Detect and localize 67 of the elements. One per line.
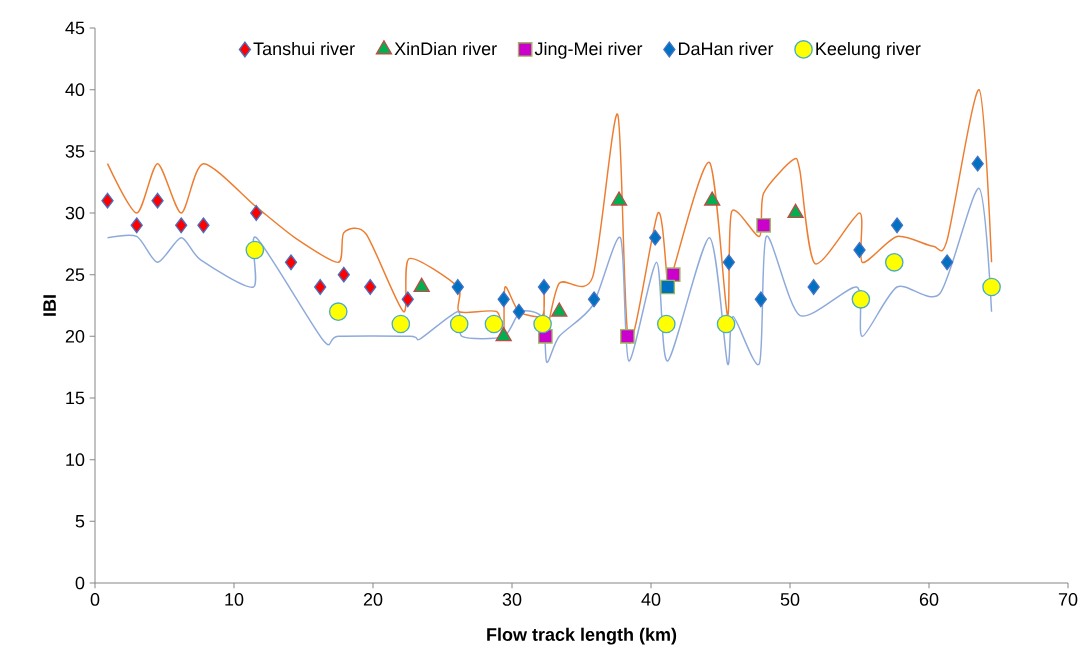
- point: [807, 279, 820, 295]
- point: [497, 291, 510, 308]
- y-tick-label: 10: [66, 453, 85, 467]
- point: [940, 254, 954, 271]
- point: [533, 314, 552, 334]
- point: [884, 253, 904, 272]
- y-tick-label: 35: [65, 144, 85, 158]
- point: [716, 314, 736, 334]
- x-tick-label: 50: [780, 593, 800, 606]
- legend-label: DaHan river: [679, 41, 774, 56]
- x-tick-label: 40: [641, 593, 661, 606]
- point: [364, 279, 377, 295]
- y-tick-label: 30: [65, 206, 85, 220]
- point: [245, 240, 265, 260]
- point: [665, 267, 681, 283]
- point: [130, 217, 143, 234]
- x-tick-label: 30: [502, 593, 522, 606]
- point: [587, 291, 601, 308]
- y-tick-label: 20: [65, 329, 85, 343]
- point: [660, 279, 676, 295]
- x-tick-label: 10: [225, 593, 244, 606]
- point: [101, 192, 114, 209]
- point: [656, 314, 676, 334]
- legend-label: Tanshui river: [253, 41, 355, 56]
- y-tick-label: 5: [75, 515, 85, 528]
- y-tick-label: 45: [65, 21, 85, 35]
- point: [449, 314, 469, 334]
- point: [484, 314, 504, 334]
- point: [890, 217, 904, 234]
- x-tick-label: 60: [919, 593, 939, 606]
- point: [328, 302, 348, 322]
- x-tick-label: 70: [1058, 593, 1078, 606]
- point: [853, 242, 866, 259]
- point: [851, 290, 871, 309]
- point: [512, 303, 526, 320]
- x-tick-label: 0: [90, 593, 100, 606]
- y-axis-title: IBI: [43, 295, 56, 316]
- y-tick-label: 0: [75, 576, 85, 590]
- point: [250, 205, 263, 221]
- legend-label: Keelung river: [816, 41, 921, 59]
- point: [971, 155, 984, 172]
- x-tick-label: 20: [363, 593, 383, 606]
- x-axis-title: Flow track length (km): [487, 627, 677, 645]
- legend-label: XinDian river: [394, 41, 497, 56]
- point: [314, 279, 327, 295]
- point: [537, 279, 551, 295]
- point: [787, 203, 804, 219]
- point: [620, 329, 635, 344]
- point: [495, 327, 512, 342]
- point: [284, 254, 298, 271]
- point: [982, 277, 1001, 297]
- point: [391, 314, 411, 334]
- y-tick-label: 25: [65, 268, 85, 282]
- point: [337, 266, 350, 283]
- point: [197, 217, 210, 234]
- y-tick-label: 40: [65, 83, 85, 97]
- point: [754, 291, 767, 308]
- y-tick-label: 15: [66, 391, 85, 405]
- legend-label: Jing-Mei river: [534, 41, 643, 59]
- point: [649, 229, 662, 246]
- line-series: [106, 187, 993, 365]
- point: [451, 279, 464, 295]
- point: [756, 218, 771, 233]
- point: [175, 217, 188, 234]
- point: [722, 254, 736, 271]
- point: [151, 192, 164, 209]
- point: [401, 291, 414, 308]
